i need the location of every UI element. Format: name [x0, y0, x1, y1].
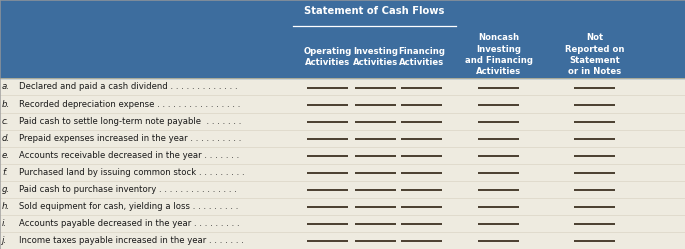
Text: Recorded depreciation expense . . . . . . . . . . . . . . . .: Recorded depreciation expense . . . . . …	[19, 100, 240, 109]
Text: b.: b.	[2, 100, 10, 109]
Bar	[0, 78, 685, 249]
Text: Financing
Activities: Financing Activities	[398, 47, 445, 67]
Text: Prepaid expenses increased in the year . . . . . . . . . .: Prepaid expenses increased in the year .…	[19, 134, 242, 143]
Text: Paid cash to settle long-term note payable  . . . . . . .: Paid cash to settle long-term note payab…	[19, 117, 242, 125]
Text: Declared and paid a cash dividend . . . . . . . . . . . . .: Declared and paid a cash dividend . . . …	[19, 82, 238, 91]
Text: g.: g.	[2, 185, 10, 194]
Text: c.: c.	[2, 117, 10, 125]
Text: Purchased land by issuing common stock . . . . . . . . .: Purchased land by issuing common stock .…	[19, 168, 245, 177]
Text: Statement of Cash Flows: Statement of Cash Flows	[304, 6, 445, 16]
Bar	[0, 0, 685, 78]
Text: Paid cash to purchase inventory . . . . . . . . . . . . . . .: Paid cash to purchase inventory . . . . …	[19, 185, 237, 194]
Text: i.: i.	[2, 219, 7, 228]
Text: f.: f.	[2, 168, 8, 177]
Text: d.: d.	[2, 134, 10, 143]
Text: j.: j.	[2, 236, 7, 245]
Text: Not
Reported on
Statement
or in Notes: Not Reported on Statement or in Notes	[565, 33, 624, 76]
Text: Noncash
Investing
and Financing
Activities: Noncash Investing and Financing Activiti…	[464, 33, 533, 76]
Text: Accounts payable decreased in the year . . . . . . . . .: Accounts payable decreased in the year .…	[19, 219, 240, 228]
Text: h.: h.	[2, 202, 10, 211]
Text: Operating
Activities: Operating Activities	[303, 47, 351, 67]
Text: Sold equipment for cash, yielding a loss . . . . . . . . .: Sold equipment for cash, yielding a loss…	[19, 202, 238, 211]
Text: e.: e.	[2, 151, 10, 160]
Text: a.: a.	[2, 82, 10, 91]
Text: Investing
Activities: Investing Activities	[353, 47, 398, 67]
Text: Income taxes payable increased in the year . . . . . . .: Income taxes payable increased in the ye…	[19, 236, 244, 245]
Text: Accounts receivable decreased in the year . . . . . . .: Accounts receivable decreased in the yea…	[19, 151, 240, 160]
